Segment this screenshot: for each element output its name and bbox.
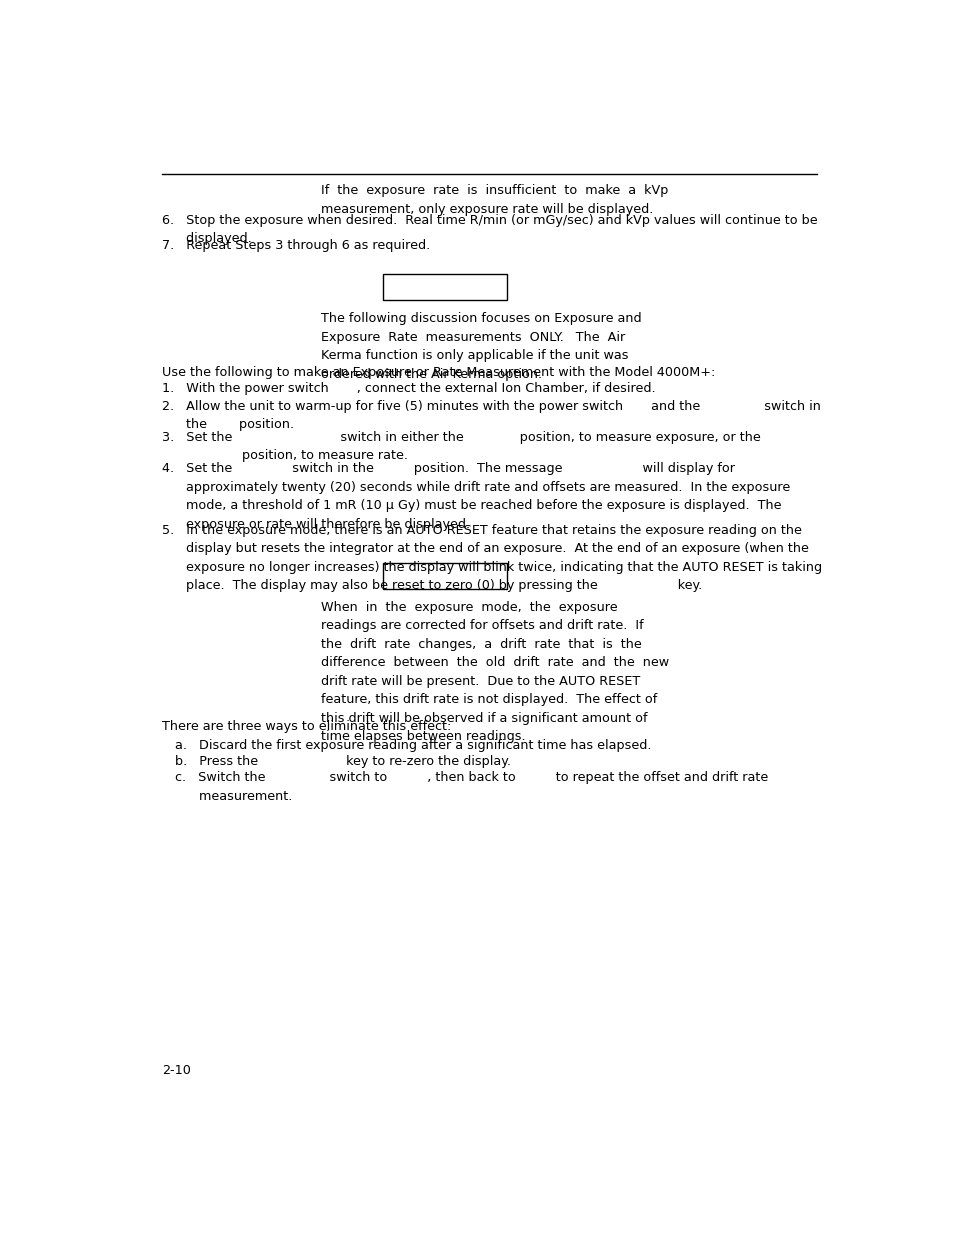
Text: 5.   In the exposure mode, there is an AUTO RESET feature that retains the expos: 5. In the exposure mode, there is an AUT… xyxy=(162,524,821,593)
Text: 4.   Set the               switch in the          position.  The message        : 4. Set the switch in the position. The m… xyxy=(162,462,789,531)
Text: a.   Discard the first exposure reading after a significant time has elapsed.: a. Discard the first exposure reading af… xyxy=(174,739,651,752)
Text: 6.   Stop the exposure when desired.  Real time R/min (or mGy/sec) and kVp value: 6. Stop the exposure when desired. Real … xyxy=(162,214,817,246)
Text: When  in  the  exposure  mode,  the  exposure
readings are corrected for offsets: When in the exposure mode, the exposure … xyxy=(320,601,668,743)
Text: The following discussion focuses on Exposure and
Exposure  Rate  measurements  O: The following discussion focuses on Expo… xyxy=(320,312,640,380)
Bar xyxy=(382,274,506,300)
Text: c.   Switch the                switch to          , then back to          to rep: c. Switch the switch to , then back to t… xyxy=(174,771,767,803)
Text: 2.   Allow the unit to warm-up for five (5) minutes with the power switch       : 2. Allow the unit to warm-up for five (5… xyxy=(162,400,820,431)
Text: Use the following to make an Exposure or Rate Measurement with the Model 4000M+:: Use the following to make an Exposure or… xyxy=(162,366,715,379)
Text: If  the  exposure  rate  is  insufficient  to  make  a  kVp
measurement, only ex: If the exposure rate is insufficient to … xyxy=(320,184,667,216)
Bar xyxy=(382,563,506,589)
Text: 2-10: 2-10 xyxy=(162,1065,191,1077)
Text: 1.   With the power switch       , connect the external Ion Chamber, if desired.: 1. With the power switch , connect the e… xyxy=(162,382,655,394)
Text: b.   Press the                      key to re-zero the display.: b. Press the key to re-zero the display. xyxy=(174,755,511,768)
Text: There are three ways to eliminate this effect:: There are three ways to eliminate this e… xyxy=(162,720,451,734)
Text: 7.   Repeat Steps 3 through 6 as required.: 7. Repeat Steps 3 through 6 as required. xyxy=(162,240,430,252)
Text: 3.   Set the                           switch in either the              positio: 3. Set the switch in either the positio xyxy=(162,431,760,462)
